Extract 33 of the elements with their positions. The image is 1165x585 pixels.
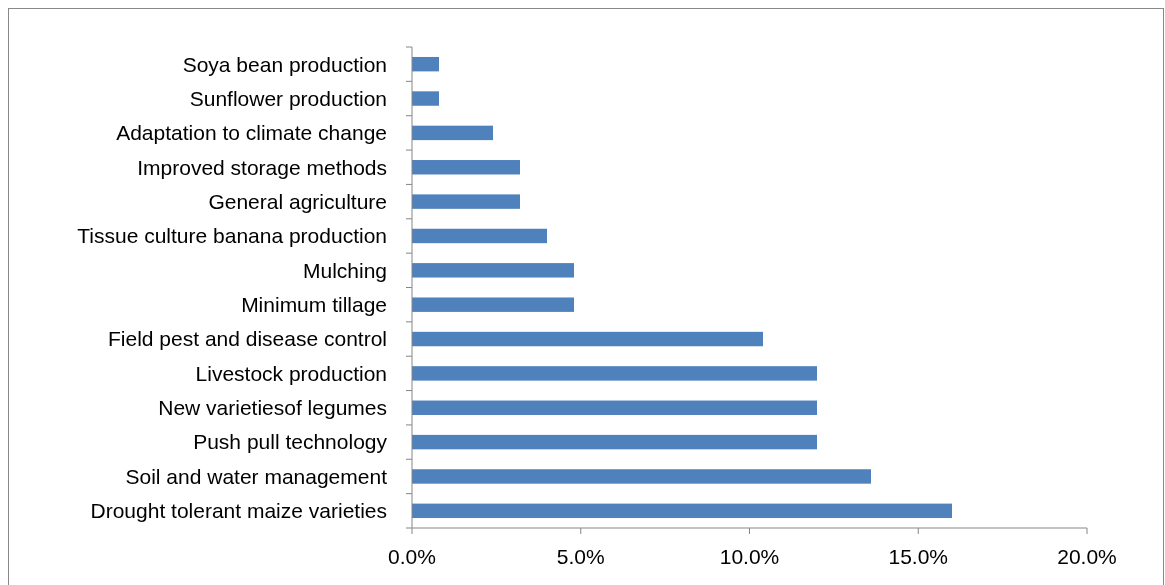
bar (412, 125, 493, 141)
x-tick-label: 15.0% (888, 545, 949, 568)
bar (412, 194, 520, 209)
x-tick-label: 5.0% (556, 545, 605, 568)
y-tick-label: Mulching (302, 258, 387, 282)
bar (412, 297, 574, 312)
y-tick-label: Livestock production (195, 361, 387, 385)
bar (412, 469, 871, 484)
y-tick-label: Drought tolerant maize varieties (90, 499, 387, 523)
y-tick-label: Minimum tillage (241, 293, 387, 317)
y-tick-label: General agriculture (208, 189, 387, 213)
y-tick-label: Sunflower production (189, 86, 387, 110)
x-tick-label: 20.0% (1057, 545, 1117, 568)
y-tick-label: Soil and water management (125, 464, 388, 488)
bar (412, 434, 817, 450)
bar (412, 160, 520, 175)
y-tick-label: Improved storage methods (137, 155, 387, 179)
x-tick-label: 10.0% (719, 545, 780, 568)
bar (412, 331, 763, 347)
bar (412, 503, 952, 519)
bar (412, 228, 547, 244)
bar (412, 366, 817, 381)
y-tick-label: Soya bean production (182, 52, 387, 76)
y-tick-label: Field pest and disease control (108, 327, 387, 351)
x-tick-label: 0.0% (388, 545, 436, 568)
y-tick-label: Adaptation to climate change (116, 121, 387, 145)
bar (412, 91, 439, 106)
y-tick-label: New varietiesof legumes (158, 396, 387, 420)
y-tick-label: Tissue culture banana production (77, 224, 387, 248)
bar (412, 400, 817, 415)
bar (412, 263, 574, 278)
bar (412, 56, 439, 72)
y-tick-label: Push pull technology (193, 430, 388, 454)
